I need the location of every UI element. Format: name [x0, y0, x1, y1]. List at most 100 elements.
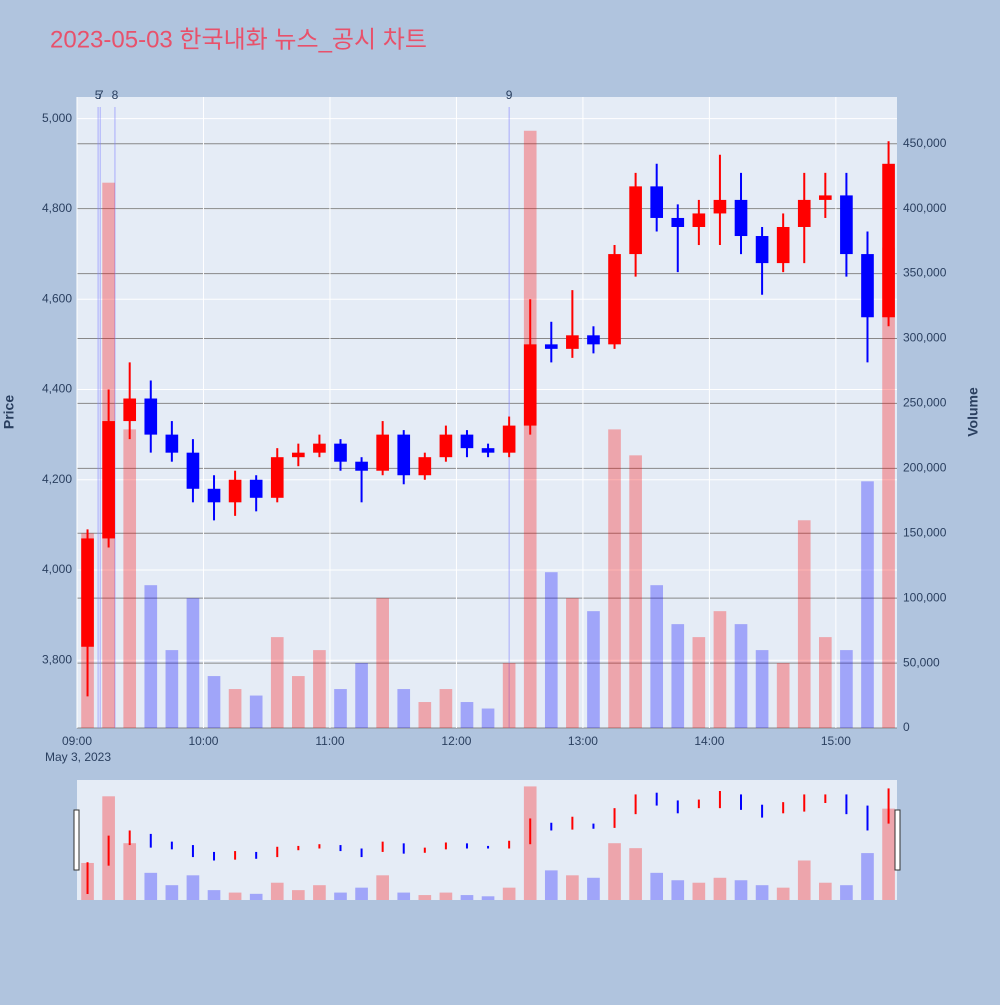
volume-bar: [819, 637, 832, 728]
candle-body: [523, 344, 537, 426]
plot-area: [77, 97, 897, 728]
slider-volume-bar: [292, 890, 305, 900]
slider-volume-bar: [797, 860, 811, 900]
candle-body: [144, 398, 158, 435]
volume-bar: [123, 429, 137, 728]
slider-volume-bar: [228, 892, 242, 900]
candle-body: [186, 452, 200, 489]
slider-volume-bar: [123, 843, 137, 900]
volume-bar: [882, 247, 895, 728]
volume-bar: [502, 663, 516, 728]
candle-body: [165, 434, 179, 453]
candle-body: [376, 434, 389, 471]
slider-volume-bar: [882, 808, 895, 900]
candle-body: [671, 217, 685, 227]
x-tick-label: 09:00: [62, 734, 92, 748]
slider-volume-bar: [481, 896, 495, 900]
slider-volume-bar: [861, 853, 874, 900]
x-tick-label: 14:00: [694, 734, 724, 748]
candle-body: [270, 457, 284, 498]
slider-volume-bar: [207, 890, 221, 900]
candle-body: [502, 425, 516, 453]
slider-volume-bar: [502, 887, 516, 900]
candle-body: [861, 254, 874, 318]
volume-bar: [629, 455, 642, 728]
slider-volume-bar: [544, 870, 558, 900]
candle-body: [207, 488, 221, 503]
candle-body: [397, 434, 411, 476]
range-slider[interactable]: [77, 780, 897, 900]
volume-bar: [207, 676, 221, 728]
candle-body: [102, 421, 115, 539]
volume-bar: [481, 708, 495, 728]
y-tick-label: 4,800: [42, 201, 72, 215]
candle-body: [355, 461, 368, 471]
volume-bar: [355, 663, 368, 728]
candle-body: [123, 398, 137, 422]
slider-handle[interactable]: [73, 809, 80, 871]
candle-body: [650, 186, 664, 218]
slider-volume-bar: [671, 880, 685, 900]
news-label: 8: [112, 88, 119, 102]
slider-volume-bar: [165, 885, 179, 900]
slider-volume-bar: [439, 892, 453, 900]
volume-bar: [840, 650, 853, 728]
volume-bar: [460, 702, 474, 728]
volume-bar: [292, 676, 305, 728]
news-label: 9: [506, 88, 513, 102]
y2-tick-label: 150,000: [903, 525, 947, 539]
candle-body: [776, 226, 790, 264]
y2-tick-label: 50,000: [903, 655, 940, 669]
volume-bar: [671, 624, 685, 728]
y2-tick-label: 200,000: [903, 461, 947, 475]
candle-body: [819, 195, 832, 200]
volume-bar: [797, 520, 811, 728]
y2-tick-label: 250,000: [903, 396, 947, 410]
candle-body: [734, 199, 748, 237]
candle-body: [228, 479, 242, 503]
volume-bar: [165, 650, 179, 728]
slider-volume-bar: [334, 892, 347, 900]
candle-body: [713, 199, 727, 214]
slider-volume-bar: [692, 882, 706, 900]
slider-volume-bar: [776, 887, 790, 900]
slider-volume-bar: [819, 882, 832, 900]
x-tick-label: 15:00: [821, 734, 851, 748]
candle-body: [292, 452, 305, 458]
y-tick-label: 4,000: [42, 562, 72, 576]
slider-volume-bar: [355, 887, 368, 900]
volume-bar: [186, 598, 200, 728]
volume-bar: [144, 585, 158, 728]
y2-tick-label: 100,000: [903, 590, 947, 604]
slider-handle[interactable]: [894, 809, 901, 871]
volume-bar: [861, 481, 874, 728]
candle-body: [587, 335, 600, 345]
volume-bar: [270, 637, 284, 728]
y2-tick-label: 300,000: [903, 331, 947, 345]
slider-volume-bar: [566, 875, 579, 900]
y-tick-label: 4,200: [42, 472, 72, 486]
candle-body: [882, 163, 895, 318]
candle-body: [840, 195, 853, 255]
candle-body: [439, 434, 453, 458]
volume-bar: [397, 689, 411, 728]
volume-bar: [228, 689, 242, 728]
y2-tick-label: 450,000: [903, 136, 947, 150]
candle-body: [797, 199, 811, 227]
slider-volume-bar: [270, 882, 284, 900]
chart-title: 2023-05-03 한국내화 뉴스_공시 차트: [50, 26, 427, 53]
slider-volume-bar: [186, 875, 200, 900]
slider-volume-bar: [460, 895, 474, 900]
volume-bar: [608, 429, 621, 728]
volume-bar: [776, 663, 790, 728]
y-tick-label: 3,800: [42, 652, 72, 666]
candle-body: [481, 448, 495, 453]
y-tick-label: 4,400: [42, 382, 72, 396]
x-tick-label: 12:00: [441, 734, 471, 748]
x-tick-label: 11:00: [315, 734, 344, 748]
y2-tick-label: 0: [903, 720, 910, 734]
candle-body: [334, 443, 347, 462]
slider-volume-bar: [376, 875, 389, 900]
volume-bar: [313, 650, 326, 728]
